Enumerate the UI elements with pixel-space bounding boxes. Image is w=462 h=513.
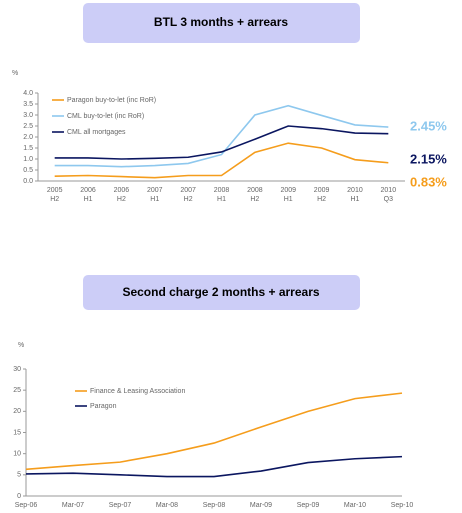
legend-label: CML all mortgages (67, 129, 126, 136)
y-tick-label: 2.5 (23, 123, 33, 130)
x-tick-label: 2006 H1 (80, 187, 96, 203)
y-tick-label: 0 (17, 493, 21, 500)
legend-label: Paragon (90, 403, 117, 410)
y-tick-label: 5 (17, 472, 21, 479)
y-tick-label: 2.0 (23, 134, 33, 141)
title-box (83, 275, 360, 310)
series-line (54, 125, 389, 160)
series-line (25, 392, 403, 471)
value-label: 0.83% (410, 174, 447, 189)
x-tick-label: 2010 Q3 (381, 187, 397, 203)
x-tick-label: 2010 H1 (347, 187, 363, 203)
y-tick-label: 3.0 (23, 112, 33, 119)
x-tick-label: 2008 H1 (214, 187, 230, 203)
y-tick-label: 0.0 (23, 178, 33, 185)
chart-title: Second charge 2 months + arrears (122, 285, 319, 299)
x-tick-label: Mar-08 (156, 502, 178, 509)
x-tick-label: Mar-10 (344, 502, 366, 509)
legend-label: Paragon buy-to-let (inc RoR) (67, 97, 156, 104)
y-tick-label: 25 (13, 387, 21, 394)
y-tick-label: 1.5 (23, 145, 33, 152)
y-tick-label: 15 (13, 429, 21, 436)
x-tick-label: Sep-08 (203, 502, 226, 509)
series-line (54, 104, 389, 168)
y-tick-label: 1.0 (23, 156, 33, 163)
x-tick-label: Sep-10 (391, 502, 414, 509)
x-tick-label: Sep-09 (297, 502, 320, 509)
series-line (54, 142, 389, 179)
legend-label: CML buy-to-let (inc RoR) (67, 113, 144, 120)
y-label: % (12, 70, 18, 77)
x-tick-label: Mar-07 (62, 502, 84, 509)
legend-label: Finance & Leasing Association (90, 388, 185, 395)
series-line (25, 455, 403, 478)
y-tick-label: 3.5 (23, 101, 33, 108)
chart-title: BTL 3 months + arrears (154, 15, 288, 29)
x-tick-label: Sep-06 (15, 502, 38, 509)
x-tick-label: 2009 H1 (280, 187, 296, 203)
x-tick-label: 2006 H2 (114, 187, 130, 203)
x-tick-label: Sep-07 (109, 502, 132, 509)
value-label: 2.15% (410, 151, 447, 166)
title-box (83, 3, 360, 43)
y-tick-label: 10 (13, 451, 21, 458)
x-tick-label: 2009 H2 (314, 187, 330, 203)
value-label: 2.45% (410, 118, 447, 133)
y-label: % (18, 342, 24, 349)
x-tick-label: 2008 H2 (247, 187, 263, 203)
x-tick-label: 2007 H2 (180, 187, 196, 203)
y-tick-label: 30 (13, 366, 21, 373)
y-tick-label: 0.5 (23, 167, 33, 174)
y-tick-label: 4.0 (23, 90, 33, 97)
x-tick-label: Mar-09 (250, 502, 272, 509)
x-tick-label: 2005 H2 (47, 187, 63, 203)
x-tick-label: 2007 H1 (147, 187, 163, 203)
y-tick-label: 20 (13, 408, 21, 415)
